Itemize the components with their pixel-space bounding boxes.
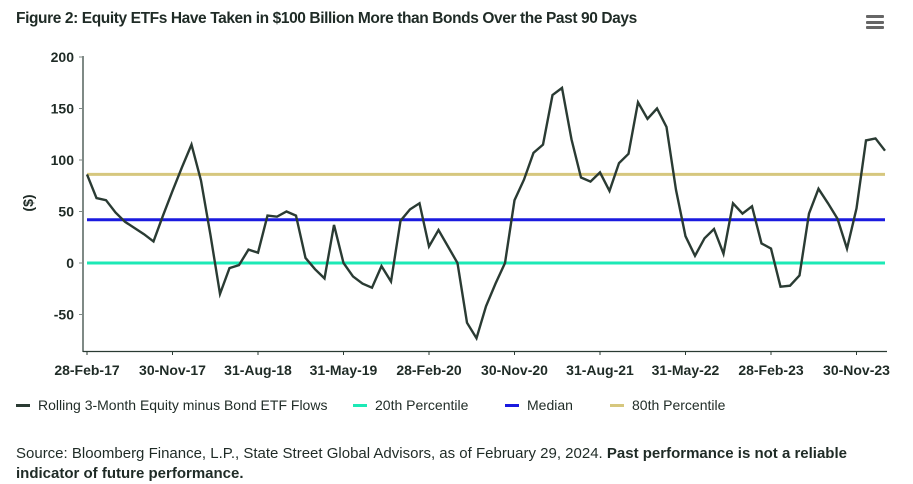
menu-bar <box>866 26 884 29</box>
y-axis-ticks: 200 150 100 50 0 -50 <box>51 49 83 323</box>
legend-item-20th-percentile[interactable]: 20th Percentile <box>353 397 468 413</box>
menu-bar <box>866 21 884 24</box>
x-tick-label: 30-Nov-17 <box>139 362 206 378</box>
legend-swatch-20th <box>353 404 367 407</box>
line-chart: 200 150 100 50 0 -50 28-Feb-17 30-Nov-17 31-Aug… <box>0 40 913 385</box>
legend-label: 20th Percentile <box>375 397 468 413</box>
x-tick-label: 31-Aug-21 <box>566 362 634 378</box>
legend-label: 80th Percentile <box>632 397 725 413</box>
x-tick-label: 31-May-22 <box>652 362 720 378</box>
hamburger-menu-icon[interactable] <box>864 13 886 31</box>
y-tick-label: -50 <box>54 307 74 323</box>
series-group <box>87 88 885 338</box>
x-tick-label: 31-Aug-18 <box>224 362 292 378</box>
y-tick-label: 50 <box>58 204 74 220</box>
legend-swatch-flows <box>16 404 30 407</box>
x-tick-label: 28-Feb-20 <box>396 362 462 378</box>
x-tick-label: 31-May-19 <box>310 362 378 378</box>
menu-bar <box>866 15 884 18</box>
chart-title: Figure 2: Equity ETFs Have Taken in $100… <box>16 10 637 28</box>
x-tick-label: 30-Nov-20 <box>481 362 548 378</box>
x-tick-label: 28-Feb-23 <box>738 362 804 378</box>
y-tick-label: 200 <box>51 49 75 65</box>
x-tick-label: 28-Feb-17 <box>54 362 120 378</box>
y-tick-label: 150 <box>51 101 75 117</box>
legend-item-flows[interactable]: Rolling 3-Month Equity minus Bond ETF Fl… <box>16 397 327 413</box>
legend-label: Median <box>527 397 573 413</box>
x-tick-label: 30-Nov-23 <box>823 362 890 378</box>
legend-item-median[interactable]: Median <box>505 397 573 413</box>
y-axis-label: ($) <box>20 194 36 211</box>
flows-series-line <box>87 88 885 338</box>
legend-item-80th-percentile[interactable]: 80th Percentile <box>610 397 725 413</box>
legend-label: Rolling 3-Month Equity minus Bond ETF Fl… <box>38 397 327 413</box>
x-axis-ticks: 28-Feb-17 30-Nov-17 31-Aug-18 31-May-19 28-F… <box>54 352 890 379</box>
legend-swatch-80th <box>610 404 624 407</box>
source-text: Source: Bloomberg Finance, L.P., State S… <box>16 445 607 462</box>
y-tick-label: 100 <box>51 152 75 168</box>
footnote: Source: Bloomberg Finance, L.P., State S… <box>16 444 896 484</box>
legend-swatch-median <box>505 404 519 407</box>
y-tick-label: 0 <box>66 255 74 271</box>
